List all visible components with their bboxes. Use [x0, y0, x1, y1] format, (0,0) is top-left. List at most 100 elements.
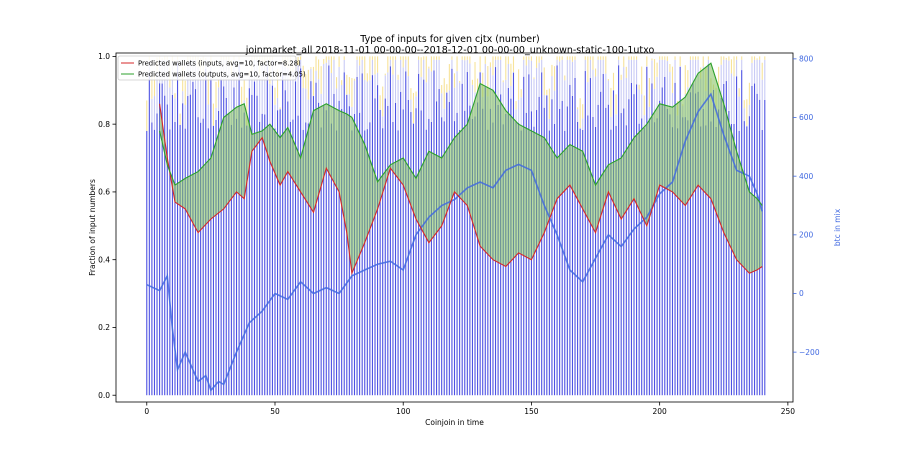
bar-98-light — [397, 79, 399, 131]
bar-83-top — [359, 56, 361, 66]
bar-135-top — [492, 56, 494, 76]
bar-110-main — [428, 118, 430, 396]
bar-170-light — [582, 118, 584, 130]
bar-176-main — [597, 104, 599, 396]
bar-192-main — [638, 123, 640, 396]
bar-128-main — [474, 116, 476, 396]
bar-225-main — [723, 83, 725, 396]
bar-120-main — [453, 121, 456, 396]
bar-120-top — [453, 73, 456, 88]
bar-104-main — [412, 123, 415, 396]
bar-166-top — [571, 56, 574, 62]
bar-166-main — [571, 95, 574, 396]
bar-150-top — [530, 56, 532, 61]
bar-230-top — [736, 56, 738, 60]
bar-237-top — [753, 56, 756, 60]
bar-139-top — [502, 80, 504, 83]
bar-187-light — [625, 77, 627, 126]
bar-206-light — [674, 59, 676, 83]
bar-89-main — [374, 98, 376, 396]
bar-76-main — [341, 108, 343, 396]
bar-162-light — [561, 59, 563, 101]
bar-28-light — [218, 87, 220, 111]
bar-112-top — [433, 56, 435, 60]
bar-106-light — [418, 59, 420, 74]
bar-28-main — [218, 110, 220, 396]
bar-169-top — [579, 98, 581, 129]
bar-238-light — [756, 59, 758, 94]
bar-96-top — [392, 56, 394, 75]
bar-191-light — [636, 59, 638, 85]
bar-155-light — [543, 95, 545, 108]
bar-182-top — [612, 72, 615, 90]
bar-232-light — [741, 59, 743, 71]
bar-182-light — [612, 89, 615, 91]
bar-175-main — [594, 126, 597, 396]
bar-169-light — [579, 128, 581, 129]
bar-149-light — [528, 59, 530, 75]
bar-235-light — [748, 104, 750, 117]
bar-102-light — [407, 76, 409, 100]
bar-35-main — [235, 118, 238, 396]
bar-239-light — [759, 59, 761, 100]
bar-62-top — [305, 74, 307, 89]
bar-154-top — [541, 56, 543, 60]
bar-125-main — [466, 72, 468, 396]
bar-203-top — [666, 56, 668, 62]
bar-160-top — [556, 56, 558, 60]
bar-188-top — [628, 56, 630, 60]
bar-214-top — [695, 56, 697, 60]
bar-49-main — [271, 85, 273, 396]
bar-37-main — [241, 127, 243, 396]
bar-140-light — [505, 79, 507, 114]
bar-208-light — [679, 66, 681, 67]
bar-57-light — [292, 72, 294, 120]
bar-157-main — [548, 130, 550, 396]
bar-224-top — [720, 56, 722, 65]
bar-80-top — [351, 78, 353, 107]
bar-3-main — [153, 129, 156, 396]
bar-180-main — [607, 104, 609, 396]
bar-66-light — [315, 70, 317, 83]
bar-34-main — [233, 87, 235, 396]
bar-132-top — [484, 56, 486, 64]
right-y-tick-label-1: 0 — [799, 289, 804, 298]
bar-153-top — [538, 56, 540, 63]
bar-213-light — [692, 59, 694, 83]
bar-94-light — [387, 72, 389, 106]
bar-145-main — [518, 122, 520, 396]
bar-50-main — [274, 128, 276, 396]
bar-90-light — [377, 72, 379, 86]
bar-95-light — [389, 59, 391, 67]
bar-99-top — [400, 56, 402, 60]
bar-77-main — [343, 72, 345, 396]
bar-188-main — [628, 99, 630, 396]
bar-231-top — [738, 88, 740, 97]
bar-115-light — [441, 93, 443, 118]
bar-76-top — [341, 80, 343, 86]
bar-179-light — [605, 73, 607, 108]
bar-202-light — [664, 59, 666, 77]
bar-197-top — [651, 58, 653, 61]
bar-212-top — [689, 56, 691, 60]
bar-6-main — [161, 83, 163, 396]
bar-171-light — [584, 59, 586, 72]
bar-61-light — [302, 87, 304, 130]
bar-63-main — [307, 123, 309, 396]
bar-165-light — [569, 59, 571, 85]
bar-103-light — [410, 99, 412, 113]
bar-90-top — [377, 56, 379, 73]
bar-232-top — [741, 56, 743, 60]
bar-163-light — [564, 80, 566, 131]
bar-241-light — [764, 59, 766, 100]
bar-55-light — [287, 67, 289, 102]
bar-138-top — [500, 56, 502, 60]
bar-223-main — [718, 109, 720, 396]
bar-56-light — [289, 80, 291, 122]
bar-107-light — [420, 76, 422, 111]
bar-156-top — [546, 89, 548, 95]
bar-26-top — [212, 103, 214, 126]
bar-71-light — [328, 59, 330, 66]
bar-111-light — [430, 71, 432, 122]
bar-204-light — [669, 72, 671, 115]
